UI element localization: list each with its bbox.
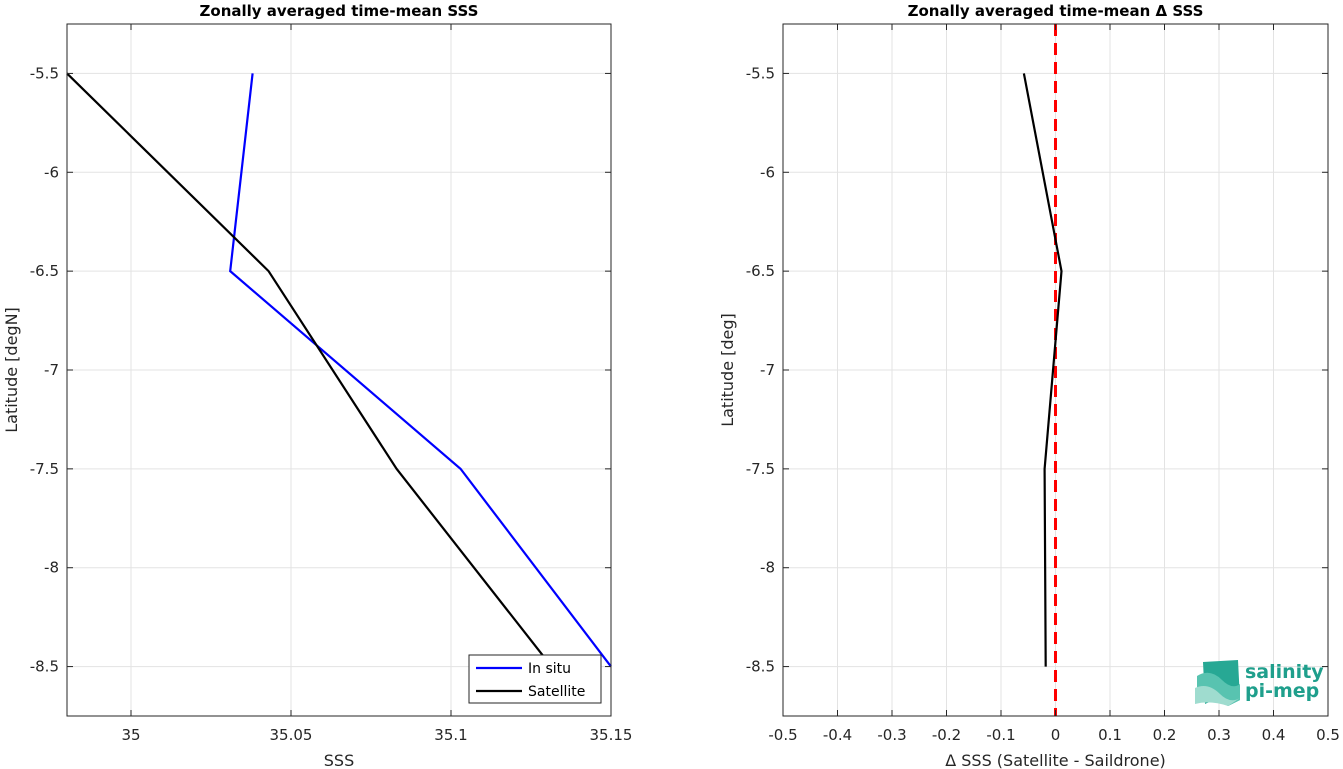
- y-tick-label: -5.5: [30, 64, 59, 82]
- x-tick-label: 35.05: [270, 726, 313, 744]
- x-tick-label: 35: [121, 726, 140, 744]
- y-axis-label: Latitude [degN]: [2, 307, 21, 433]
- x-tick-label: 35.1: [434, 726, 467, 744]
- delta-sss-panel: -0.5 -0.4 -0.3 -0.2 -0.1 0 0.1 0.2 0.3 0.4 0.5 -5.5…: [718, 2, 1340, 769]
- chart-title: Zonally averaged time-mean SSS: [200, 2, 479, 20]
- chart-title: Zonally averaged time-mean Δ SSS: [908, 2, 1204, 20]
- x-tick-label: -0.5: [768, 726, 797, 744]
- y-tick-label: -6: [760, 163, 775, 181]
- series-line-satellite: [66, 72, 545, 658]
- x-tick-label: 0.1: [1098, 726, 1122, 744]
- logo-text-line1: salinity: [1245, 661, 1324, 683]
- x-tick-label: 35.15: [590, 726, 633, 744]
- x-tick-label: 0.3: [1207, 726, 1231, 744]
- x-tick-label: -0.3: [877, 726, 906, 744]
- y-tick-label: -6: [44, 163, 59, 181]
- y-tick-label: -8.5: [746, 658, 775, 676]
- y-tick-label: -7.5: [30, 460, 59, 478]
- y-tick-label: -6.5: [746, 262, 775, 280]
- series-line-0: [1022, 73, 1063, 667]
- y-tick-label: -8: [44, 559, 59, 577]
- y-tick-label: -5.5: [746, 64, 775, 82]
- y-tick-label: -7: [760, 361, 775, 379]
- y-axis-label: Latitude [deg]: [718, 313, 737, 427]
- y-tick-label: -6.5: [30, 262, 59, 280]
- x-axis-label: SSS: [324, 751, 354, 769]
- x-tick-label: -0.1: [986, 726, 1015, 744]
- logo-wave-icon: [1195, 660, 1240, 706]
- series-line-in-situ: [229, 73, 612, 668]
- legend-label: In situ: [528, 661, 571, 677]
- y-tick-label: -8: [760, 559, 775, 577]
- x-tick-label: 0.4: [1262, 726, 1286, 744]
- y-tick-label: -8.5: [30, 658, 59, 676]
- legend-box: [468, 654, 602, 704]
- x-axis-label: Δ SSS (Satellite - Saildrone): [945, 751, 1166, 769]
- x-tick-label: 0.5: [1316, 726, 1340, 744]
- legend-label: Satellite: [528, 684, 585, 700]
- salinity-pimep-logo: salinity pi-mep: [1195, 660, 1324, 706]
- sss-panel: 35 35.05 35.1 35.15 -5.5 -6 -6.5 -7 -7.5 -8 -8.5 Zo…: [2, 2, 632, 769]
- y-tick-label: -7.5: [746, 460, 775, 478]
- x-tick-label: 0: [1051, 726, 1061, 744]
- y-tick-label: -7: [44, 361, 59, 379]
- x-tick-label: -0.4: [823, 726, 852, 744]
- logo-text-line2: pi-mep: [1245, 680, 1319, 702]
- legend: In situ Satellite: [468, 654, 602, 704]
- x-tick-label: -0.2: [932, 726, 961, 744]
- x-tick-label: 0.2: [1153, 726, 1177, 744]
